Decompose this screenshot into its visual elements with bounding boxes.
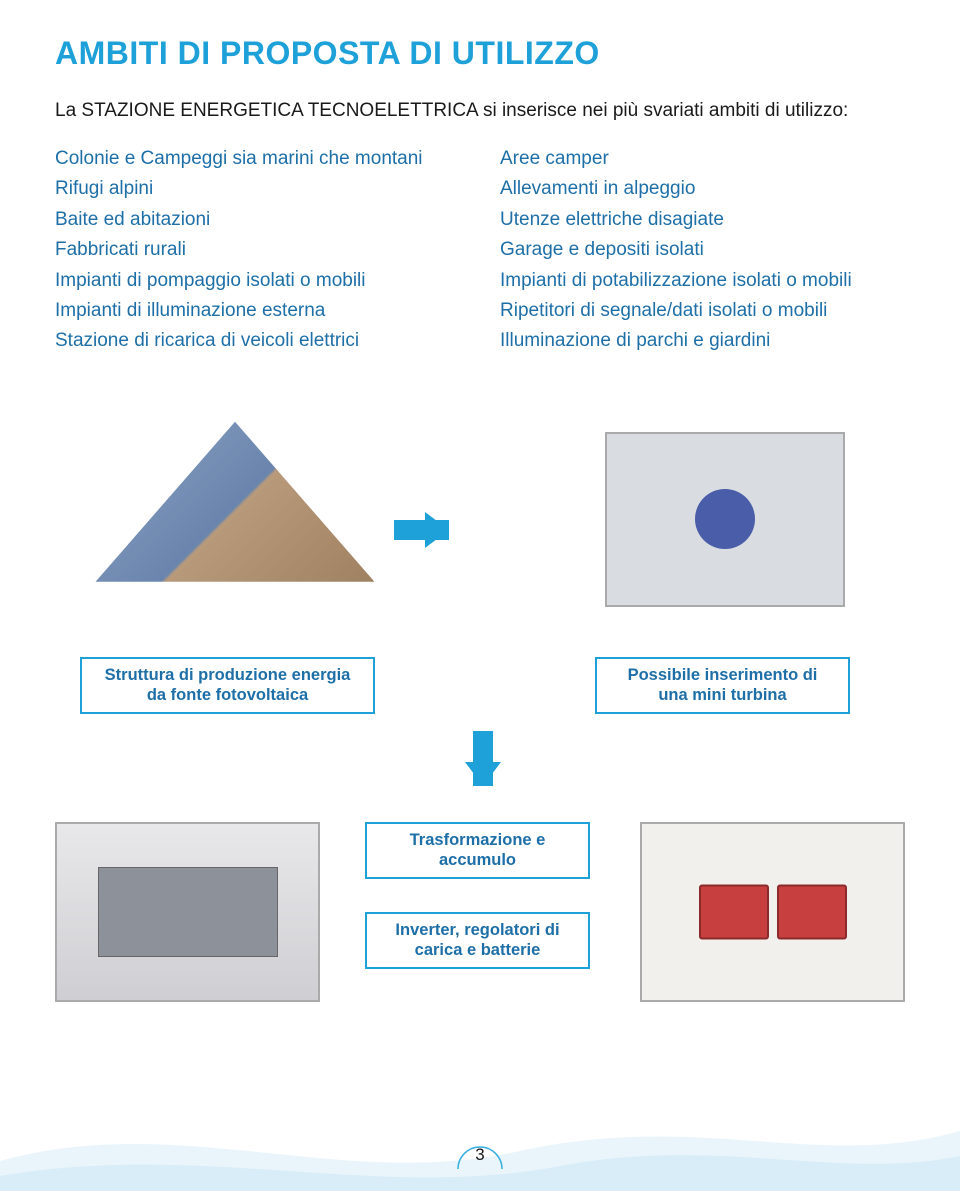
page-title: AMBITI DI PROPOSTA DI UTILIZZO xyxy=(55,35,905,72)
solar-roof-image xyxy=(80,412,390,612)
page-number: 3 xyxy=(454,1145,506,1165)
label-solar-roof: Struttura di produzione energia da fonte… xyxy=(80,657,375,714)
list-item: Garage e depositi isolati xyxy=(500,235,905,265)
label-turbine: Possibile inserimento di una mini turbin… xyxy=(595,657,850,714)
left-column: Colonie e Campeggi sia marini che montan… xyxy=(55,144,460,357)
list-item: Aree camper xyxy=(500,144,905,174)
diagram-area: Struttura di produzione energia da fonte… xyxy=(55,412,905,1062)
right-column: Aree camperAllevamenti in alpeggioUtenze… xyxy=(500,144,905,357)
arrow-right-icon xyxy=(425,512,449,548)
arrow-down-icon xyxy=(465,762,501,786)
label-trasformazione: Trasformazione e accumulo xyxy=(365,822,590,879)
list-item: Allevamenti in alpeggio xyxy=(500,174,905,204)
list-item: Impianti di potabilizzazione isolati o m… xyxy=(500,266,905,296)
turbine-image xyxy=(605,432,845,607)
list-item: Ripetitori di segnale/dati isolati o mob… xyxy=(500,296,905,326)
intro-text: La STAZIONE ENERGETICA TECNOELETTRICA si… xyxy=(55,100,905,122)
list-item: Impianti di pompaggio isolati o mobili xyxy=(55,266,460,296)
inverter-image xyxy=(55,822,320,1002)
list-item: Colonie e Campeggi sia marini che montan… xyxy=(55,144,460,174)
list-item: Baite ed abitazioni xyxy=(55,205,460,235)
page-number-badge: 3 xyxy=(454,1139,506,1173)
battery-image xyxy=(640,822,905,1002)
list-item: Rifugi alpini xyxy=(55,174,460,204)
list-item: Fabbricati rurali xyxy=(55,235,460,265)
list-item: Impianti di illuminazione esterna xyxy=(55,296,460,326)
label-inverter: Inverter, regolatori di carica e batteri… xyxy=(365,912,590,969)
list-item: Stazione di ricarica di veicoli elettric… xyxy=(55,326,460,356)
list-item: Illuminazione di parchi e giardini xyxy=(500,326,905,356)
list-item: Utenze elettriche disagiate xyxy=(500,205,905,235)
usage-columns: Colonie e Campeggi sia marini che montan… xyxy=(55,144,905,357)
